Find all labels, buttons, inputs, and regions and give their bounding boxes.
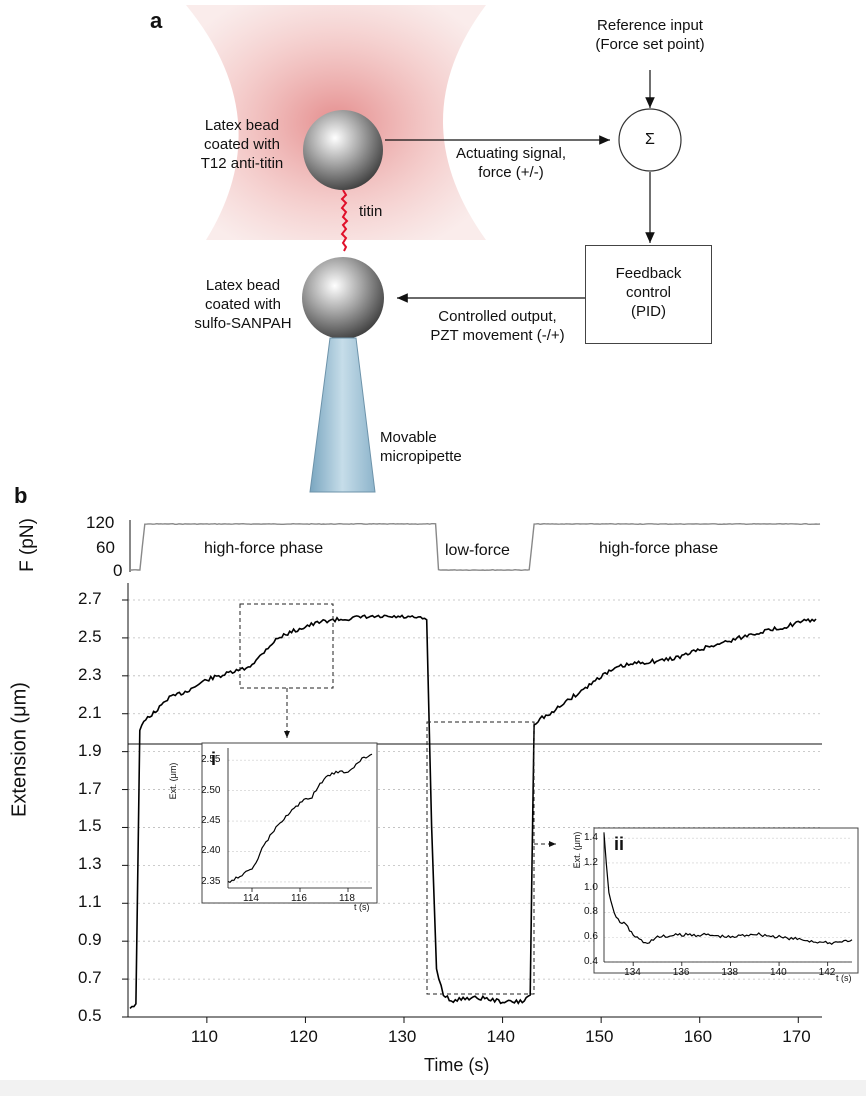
reference-input-label: Reference input (Force set point) xyxy=(570,16,730,54)
controlled-line1: Controlled output, xyxy=(438,308,557,325)
y-tick-label: 2.1 xyxy=(78,702,102,722)
inset-i-frame xyxy=(201,742,378,904)
inset-ii-y-tick: 0.6 xyxy=(584,931,598,943)
top-bead-line3: T12 anti-titin xyxy=(200,155,284,172)
force-tick-120: 120 xyxy=(86,513,115,532)
titin-label: titin xyxy=(359,203,383,220)
y-tick-label: 2.5 xyxy=(78,626,102,646)
bottom-bead-line2: coated with xyxy=(205,296,281,313)
feedback-line1: Feedback xyxy=(615,265,682,282)
footer-band xyxy=(0,1080,866,1096)
pipette-label: Movable micropipette xyxy=(380,428,462,466)
micropipette xyxy=(309,337,376,493)
controlled-line2: PZT movement (-/+) xyxy=(430,327,565,344)
inset-i-x-tick: 118 xyxy=(339,893,355,904)
y-tick-label: 1.7 xyxy=(78,778,102,798)
top-bead-line2: coated with xyxy=(204,136,280,153)
y-tick-label: 1.5 xyxy=(78,816,102,836)
phase-label-high-1: high-force phase xyxy=(204,540,324,557)
bottom-bead-line1: Latex bead xyxy=(205,277,281,294)
top-bead-label: Latex bead coated with T12 anti-titin xyxy=(188,116,296,173)
inset-ii-frame xyxy=(593,827,859,974)
inset-ii-y-tick: 1.0 xyxy=(584,881,598,893)
inset-i-y-tick: 2.50 xyxy=(201,784,221,796)
inset-i-x-tick: 114 xyxy=(243,893,259,904)
x-tick-label: 150 xyxy=(585,1027,614,1046)
inset-ii-xunit: t (s) xyxy=(836,973,852,983)
sum-symbol: Σ xyxy=(645,131,655,148)
x-tick-label: 110 xyxy=(190,1027,218,1046)
inset-i-y-tick: 2.45 xyxy=(201,815,221,827)
x-tick-label: 160 xyxy=(683,1027,713,1046)
top-bead xyxy=(303,110,383,190)
inset-i-y-tick: 2.55 xyxy=(201,754,221,766)
actuating-line1: Actuating signal, xyxy=(455,145,567,162)
inset-ii-x-tick: 142 xyxy=(818,967,836,978)
setup-diagram xyxy=(186,5,682,493)
inset-i-x-tick: 116 xyxy=(291,893,307,904)
pipette-line1: Movable xyxy=(380,429,437,446)
inset-i-y-tick: 2.35 xyxy=(201,875,221,887)
inset-ii-x-tick: 136 xyxy=(672,967,690,978)
inset-ii-y-tick: 1.2 xyxy=(584,856,598,868)
x-tick-label: 140 xyxy=(486,1027,515,1046)
inset-ii-letter: ii xyxy=(614,834,625,854)
feedback-line3: (PID) xyxy=(631,303,666,320)
inset-i-ylabel: Ext. (μm) xyxy=(168,762,178,800)
y-tick-label: 0.5 xyxy=(78,1006,102,1025)
x-tick-label: 130 xyxy=(388,1027,417,1046)
inset-ii-x-tick: 140 xyxy=(770,967,787,978)
top-bead-line1: Latex bead xyxy=(204,117,280,134)
y-tick-label: 0.7 xyxy=(78,968,102,988)
inset-i-xunit: t (s) xyxy=(354,902,370,912)
phase-label-low: low-force xyxy=(445,542,510,559)
pipette-line2: micropipette xyxy=(380,448,462,465)
panel-b-letter: b xyxy=(14,483,28,508)
titin-molecule xyxy=(340,189,349,252)
inset-ii-y-tick: 1.4 xyxy=(584,832,598,844)
zoom-box-ii xyxy=(426,721,535,995)
sum-node xyxy=(618,108,682,172)
zoom-box-i xyxy=(239,603,334,689)
bottom-bead-label: Latex bead coated with sulfo-SANPAH xyxy=(190,276,296,333)
extension-trace xyxy=(129,614,817,1009)
reference-input-line2: (Force set point) xyxy=(595,36,705,53)
x-tick-label: 170 xyxy=(782,1027,811,1046)
force-trace xyxy=(130,522,821,572)
bottom-bead-line3: sulfo-SANPAH xyxy=(194,315,292,332)
xlabel: Time (s) xyxy=(424,1055,490,1075)
feedback-control-box: Feedback control (PID) xyxy=(585,245,712,344)
inset-ii-ylabel: Ext. (μm) xyxy=(572,831,582,869)
x-tick-label: 120 xyxy=(289,1027,318,1046)
actuating-line2: force (+/-) xyxy=(478,164,544,181)
inset-ii-y-tick: 0.4 xyxy=(584,956,598,967)
force-tick-0: 0 xyxy=(113,561,123,580)
force-tick-60: 60 xyxy=(96,538,115,557)
bottom-bead xyxy=(302,257,384,339)
inset-i-letter: i xyxy=(211,749,217,769)
panel-a-letter: a xyxy=(150,8,163,33)
inset-i-trace xyxy=(227,753,373,884)
y-tick-label: 1.1 xyxy=(78,892,102,912)
y-tick-label: 2.3 xyxy=(78,664,102,684)
y-tick-label: 2.7 xyxy=(78,589,102,608)
actuating-signal-label: Actuating signal, force (+/-) xyxy=(436,144,586,182)
phase-label-high-2: high-force phase xyxy=(599,540,719,557)
controlled-output-label: Controlled output, PZT movement (-/+) xyxy=(410,307,585,345)
y-tick-label: 0.9 xyxy=(78,930,102,950)
y-tick-label: 1.9 xyxy=(78,740,102,760)
inset-ii-x-tick: 138 xyxy=(721,967,739,978)
inset-i-y-tick: 2.40 xyxy=(201,845,221,857)
y-tick-label: 1.3 xyxy=(78,854,102,874)
reference-input-line1: Reference input xyxy=(597,17,703,34)
inset-ii-x-tick: 134 xyxy=(624,967,641,978)
feedback-line2: control xyxy=(625,284,672,301)
inset-ii-y-tick: 0.8 xyxy=(584,906,598,918)
inset-ii-trace xyxy=(603,833,853,945)
